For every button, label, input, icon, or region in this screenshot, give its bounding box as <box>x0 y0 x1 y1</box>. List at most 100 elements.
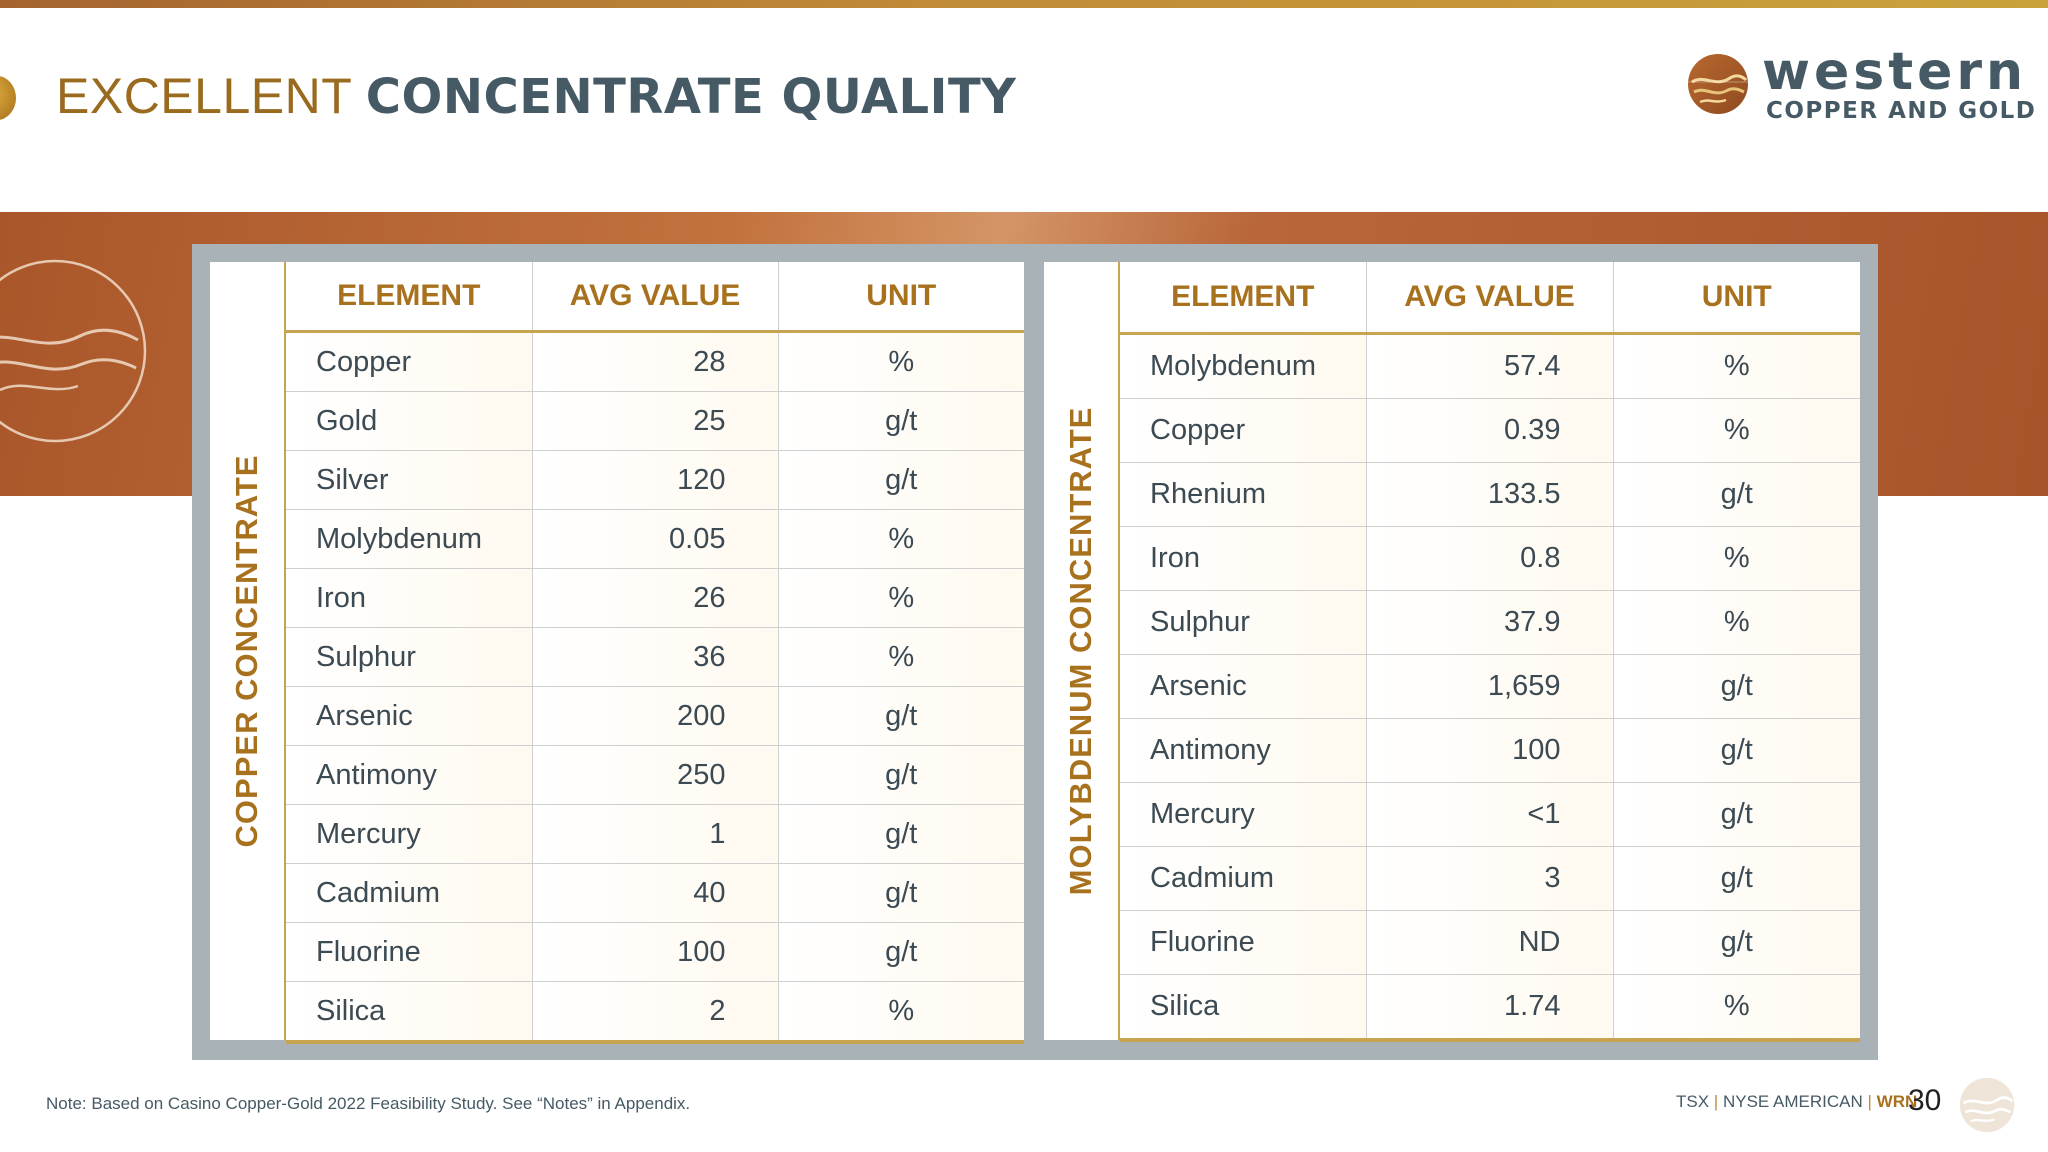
molybdenum-concentrate-label-text: MOLYBDENUM CONCENTRATE <box>1063 406 1098 896</box>
logo-wordmark: western <box>1762 42 2028 102</box>
unit-cell: g/t <box>777 391 1024 451</box>
page-title-bold: CONCENTRATE QUALITY <box>365 69 1017 125</box>
molybdenum-concentrate-panel: MOLYBDENUM CONCENTRATE ELEMENT AVG VALUE… <box>1044 262 1860 1042</box>
value-cell: 1.74 <box>1365 974 1613 1042</box>
element-cell: Sulphur <box>286 627 532 687</box>
element-cell: Mercury <box>286 804 532 864</box>
value-cell: 26 <box>531 568 778 628</box>
element-cell: Sulphur <box>1120 590 1366 655</box>
element-cell: Antimony <box>286 745 532 805</box>
element-cell: Mercury <box>1120 782 1366 847</box>
table-row: Mercury 1 g/t <box>286 804 1024 864</box>
element-cell: Fluorine <box>1120 910 1366 975</box>
value-cell: ND <box>1365 910 1613 975</box>
value-cell: <1 <box>1365 782 1613 847</box>
table-row: Gold 25 g/t <box>286 391 1024 451</box>
element-cell: Arsenic <box>1120 654 1366 719</box>
element-cell: Cadmium <box>1120 846 1366 911</box>
company-logo: western COPPER AND GOLD <box>1686 42 2035 128</box>
title-bullet-icon <box>0 76 16 120</box>
unit-cell: g/t <box>1612 654 1860 719</box>
table-row: Molybdenum 57.4% <box>1120 333 1860 399</box>
table-row: Antimony 100 g/t <box>1120 718 1860 783</box>
table-row: Mercury <1 g/t <box>1120 782 1860 847</box>
western-emblem-icon <box>1686 54 1750 114</box>
element-cell: Arsenic <box>286 686 532 746</box>
table-row: Iron 0.8% <box>1120 526 1860 591</box>
column-header-element: ELEMENT <box>1120 262 1366 335</box>
value-cell: 3 <box>1365 846 1613 911</box>
copper-concentrate-panel: COPPER CONCENTRATE ELEMENT AVG VALUE UNI… <box>210 262 1024 1044</box>
unit-cell: g/t <box>777 922 1024 982</box>
value-cell: 2 <box>531 981 778 1044</box>
unit-cell: % <box>1612 398 1860 463</box>
copper-concentrate-label-text: COPPER CONCENTRATE <box>229 454 264 848</box>
concentrate-tables-frame: COPPER CONCENTRATE ELEMENT AVG VALUE UNI… <box>192 244 1878 1060</box>
element-cell: Copper <box>1120 398 1366 463</box>
element-cell: Cadmium <box>286 863 532 923</box>
unit-cell: % <box>777 627 1024 687</box>
top-accent-rule <box>0 0 2048 8</box>
element-cell: Silver <box>286 450 532 510</box>
table-header-row: ELEMENT AVG VALUE UNIT <box>1120 262 1860 335</box>
unit-cell: % <box>1612 526 1860 591</box>
unit-cell: % <box>777 509 1024 569</box>
unit-cell: g/t <box>777 863 1024 923</box>
footer-emblem-icon <box>1959 1077 2015 1133</box>
unit-cell: % <box>1612 590 1860 655</box>
column-header-element: ELEMENT <box>286 262 532 333</box>
value-cell: 0.8 <box>1365 526 1613 591</box>
table-header-row: ELEMENT AVG VALUE UNIT <box>286 262 1024 333</box>
table-row: Silica 1.74% <box>1120 974 1860 1042</box>
unit-cell: % <box>777 331 1024 392</box>
page-number: 30 <box>1908 1084 1942 1117</box>
element-cell: Rhenium <box>1120 462 1366 527</box>
value-cell: 1 <box>531 804 778 864</box>
value-cell: 133.5 <box>1365 462 1613 527</box>
element-cell: Gold <box>286 391 532 451</box>
value-cell: 0.39 <box>1365 398 1613 463</box>
table-row: Sulphur 36% <box>286 627 1024 687</box>
table-row: Arsenic 1,659 g/t <box>1120 654 1860 719</box>
table-row: Cadmium 3 g/t <box>1120 846 1860 911</box>
value-cell: 36 <box>531 627 778 687</box>
exchange-tsx: TSX <box>1676 1092 1710 1111</box>
unit-cell: g/t <box>777 745 1024 805</box>
unit-cell: % <box>1612 974 1860 1042</box>
exchange-listing: TSX | NYSE AMERICAN | WRN <box>1676 1092 1917 1112</box>
page-title: EXCELLENT CONCENTRATE QUALITY <box>56 64 1016 129</box>
table-row: Iron 26% <box>286 568 1024 628</box>
column-header-avg-value: AVG VALUE <box>1365 262 1613 335</box>
table-row: Molybdenum 0.05% <box>286 509 1024 569</box>
value-cell: 200 <box>531 686 778 746</box>
value-cell: 250 <box>531 745 778 805</box>
table-row: Fluorine ND g/t <box>1120 910 1860 975</box>
unit-cell: g/t <box>777 804 1024 864</box>
unit-cell: g/t <box>777 450 1024 510</box>
page-title-light: EXCELLENT <box>56 68 352 124</box>
table-row: Cadmium 40 g/t <box>286 863 1024 923</box>
exchange-nyse: NYSE AMERICAN <box>1722 1092 1863 1111</box>
value-cell: 100 <box>531 922 778 982</box>
table-row: Rhenium 133.5 g/t <box>1120 462 1860 527</box>
element-cell: Silica <box>286 981 532 1044</box>
table-row: Antimony 250 g/t <box>286 745 1024 805</box>
separator: | <box>1867 1092 1872 1111</box>
element-cell: Iron <box>1120 526 1366 591</box>
table-row: Copper 28% <box>286 331 1024 392</box>
element-cell: Fluorine <box>286 922 532 982</box>
ticker-symbol: WRN <box>1876 1092 1918 1111</box>
element-cell: Silica <box>1120 974 1366 1042</box>
unit-cell: g/t <box>1612 910 1860 975</box>
column-header-unit: UNIT <box>777 262 1024 333</box>
unit-cell: % <box>777 568 1024 628</box>
molybdenum-concentrate-label: MOLYBDENUM CONCENTRATE <box>1044 262 1120 1040</box>
unit-cell: g/t <box>1612 718 1860 783</box>
copper-concentrate-table: ELEMENT AVG VALUE UNIT Copper 28% Gold 25 g… <box>286 262 1024 1044</box>
table-row: Silica 2% <box>286 981 1024 1044</box>
value-cell: 1,659 <box>1365 654 1613 719</box>
table-row: Sulphur 37.9% <box>1120 590 1860 655</box>
value-cell: 100 <box>1365 718 1613 783</box>
value-cell: 0.05 <box>531 509 778 569</box>
value-cell: 37.9 <box>1365 590 1613 655</box>
